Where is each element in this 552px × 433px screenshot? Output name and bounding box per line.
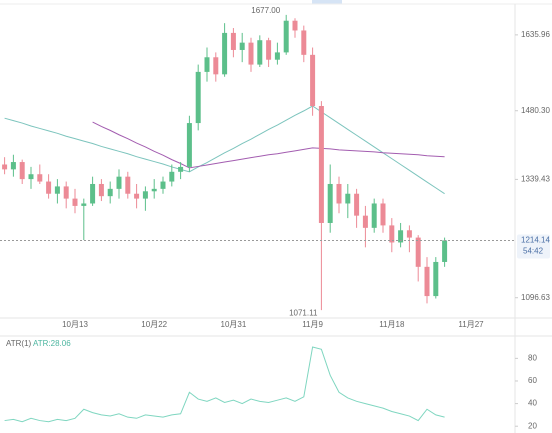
candle-body [125,176,131,194]
x-tick-label: 10月13 [62,320,88,329]
candle-body [292,20,298,31]
candle-body [160,181,166,189]
candle-body [116,176,122,189]
y-tick-label: 1339.43 [521,174,550,183]
toolbar-tab [312,0,342,4]
candle-body [19,162,25,180]
x-tick-label: 11月27 [458,320,484,329]
candle-body [274,52,280,60]
candle-body [28,174,34,180]
candle-body [424,266,430,297]
candle-body [2,164,8,170]
candle-body [266,40,272,60]
y-tick-label: 1096.63 [521,293,550,302]
candle-body [354,193,360,216]
candle-body [310,54,316,107]
candle-body [46,181,52,194]
candle-body [371,203,377,228]
candle-body [283,20,289,53]
moving-average [92,121,445,169]
indicator-name: ATR(1) [6,339,32,348]
candle-body [336,183,342,204]
y-tick-label: 1480.30 [521,106,550,115]
candle-body [10,162,16,170]
moving-average [4,105,445,195]
candle-body [98,183,104,197]
candle-body [169,171,175,182]
indicator-label: ATR:28.06 [33,339,71,348]
candle-body [186,123,192,167]
high-label: 1677.00 [251,6,280,15]
indicator-line [4,346,445,423]
last-price-label: 1214.14 [521,236,550,245]
candle-body [442,240,448,262]
candle-body [178,166,184,172]
candle-body [37,174,43,182]
candle-body [380,203,386,226]
candle-body [248,42,254,65]
candle-body [301,30,307,55]
candle-body [327,183,333,223]
countdown: 54:42 [523,247,544,256]
candle-body [107,188,113,197]
candle-body [257,40,263,65]
candle-body [345,193,351,204]
low-label: 1071.11 [289,308,318,317]
x-tick-label: 11月9 [302,320,323,329]
candle-body [134,193,140,199]
candle-body [222,32,228,75]
candle-body [195,71,201,124]
x-tick-label: 10月31 [221,320,247,329]
indicator-y-tick-label: 60 [528,376,537,385]
candle-body [398,230,404,243]
candle-body [230,32,236,50]
indicator-y-tick-label: 40 [528,399,537,408]
y-tick-label: 1635.96 [521,30,550,39]
candle-body [151,188,157,192]
candle-body [415,237,421,267]
candle-body [81,203,87,206]
candle-body [433,261,439,297]
candle-body [72,198,78,206]
candle-body [204,57,210,72]
indicator-y-tick-label: 80 [528,353,537,362]
candle-body [54,186,60,194]
candle-body [213,57,219,75]
candle-body [239,42,245,50]
x-tick-label: 11月18 [379,320,405,329]
candle-body [142,191,148,199]
candle-body [63,186,69,199]
last-price-box [517,234,550,259]
indicator-y-tick-label: 20 [528,421,537,430]
candle-body [318,106,324,223]
candle-body [389,225,395,243]
candle-body [406,230,412,238]
candle-body [362,215,368,228]
candle-body [90,183,96,204]
x-tick-label: 10月22 [141,320,167,329]
